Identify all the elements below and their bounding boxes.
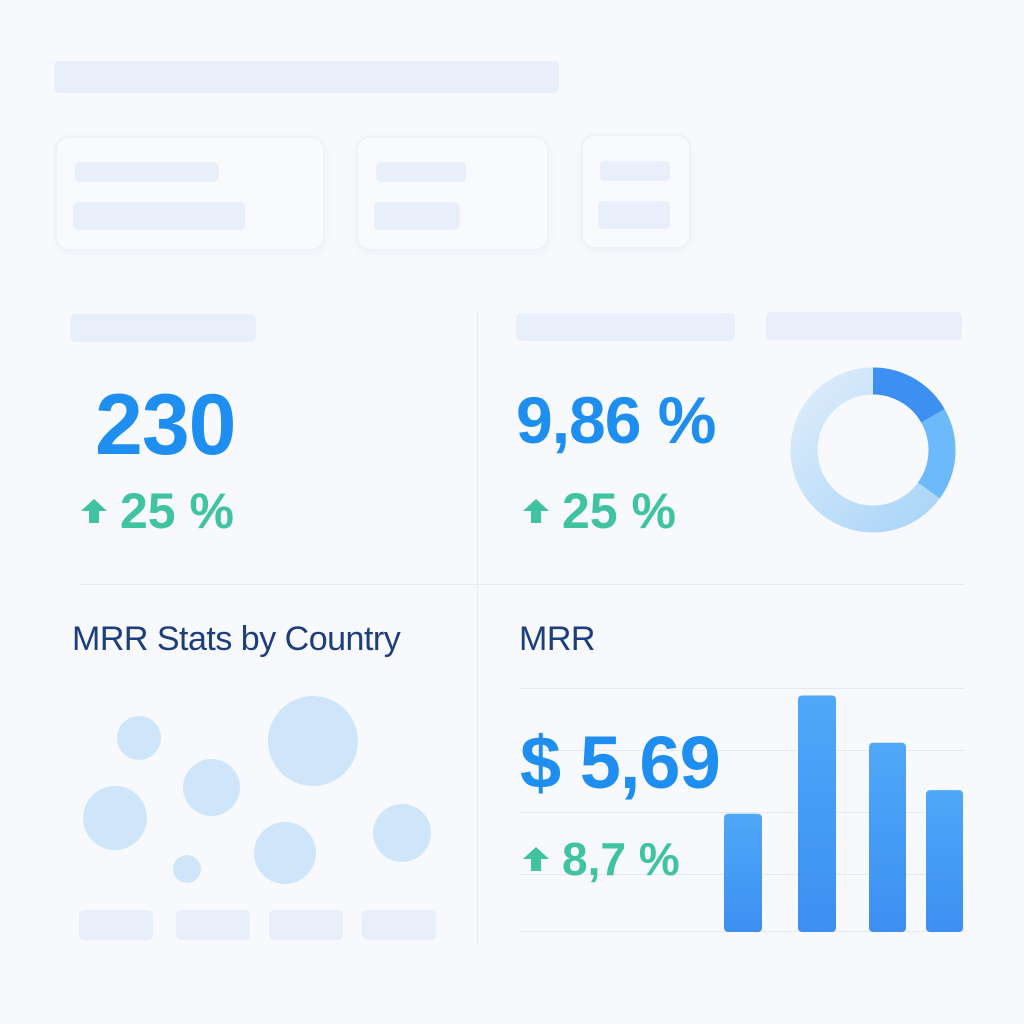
mrr-bar[interactable] [724,813,762,932]
mrr-delta-text: 8,7 % [562,833,680,885]
donut-chart [790,367,956,533]
mrr-delta: 8,7 % [522,832,680,886]
mrr-bar[interactable] [798,695,836,932]
country-legend-placeholder [79,910,153,940]
donut-segment-secondary [917,409,956,499]
country-bubble[interactable] [183,759,240,816]
filter-card-2[interactable] [356,136,549,251]
arrow-up-icon [80,498,108,524]
donut-segment-accent [872,367,945,423]
filter-card-label-placeholder [600,161,670,181]
filter-card-value-placeholder [374,202,460,230]
country-bubble[interactable] [254,822,316,884]
country-bubble[interactable] [268,696,358,786]
stat-rate-delta-text: 25 % [562,483,676,539]
mrr-bar[interactable] [869,742,906,932]
stat-total-label-placeholder [70,314,256,342]
stat-total-value: 230 [95,377,236,473]
country-bubble[interactable] [373,804,431,862]
filter-card-label-placeholder [75,162,219,182]
stat-total-delta: 25 % [80,482,234,540]
filter-card-value-placeholder [73,202,245,230]
filter-card-label-placeholder [376,162,466,182]
header-placeholder [54,61,559,93]
country-bubble[interactable] [117,716,161,760]
mrr-bar[interactable] [926,790,963,932]
filter-card-3[interactable] [581,134,691,249]
country-legend-placeholder [362,910,436,940]
country-bubble[interactable] [83,786,147,850]
donut-label-placeholder [766,312,962,340]
stat-total-delta-text: 25 % [120,483,234,539]
arrow-up-icon [522,846,550,872]
filter-card-1[interactable] [55,136,325,251]
country-legend-placeholder [269,910,343,940]
mrr-value: $ 5,69 [520,721,721,804]
filter-card-value-placeholder [598,201,670,229]
stat-rate-label-placeholder [516,313,735,341]
panel-divider-horizontal [80,584,964,585]
country-panel-title: MRR Stats by Country [72,620,401,658]
stat-rate-value: 9,86 % [516,383,716,457]
stat-rate-delta: 25 % [522,482,676,540]
country-bubble[interactable] [173,855,201,883]
country-legend-placeholder [176,910,250,940]
arrow-up-icon [522,498,550,524]
mrr-bar-chart-svg [520,688,964,932]
panel-divider-vertical [477,312,478,944]
mrr-bar-chart [520,688,964,932]
mrr-panel-title: MRR [519,620,595,658]
